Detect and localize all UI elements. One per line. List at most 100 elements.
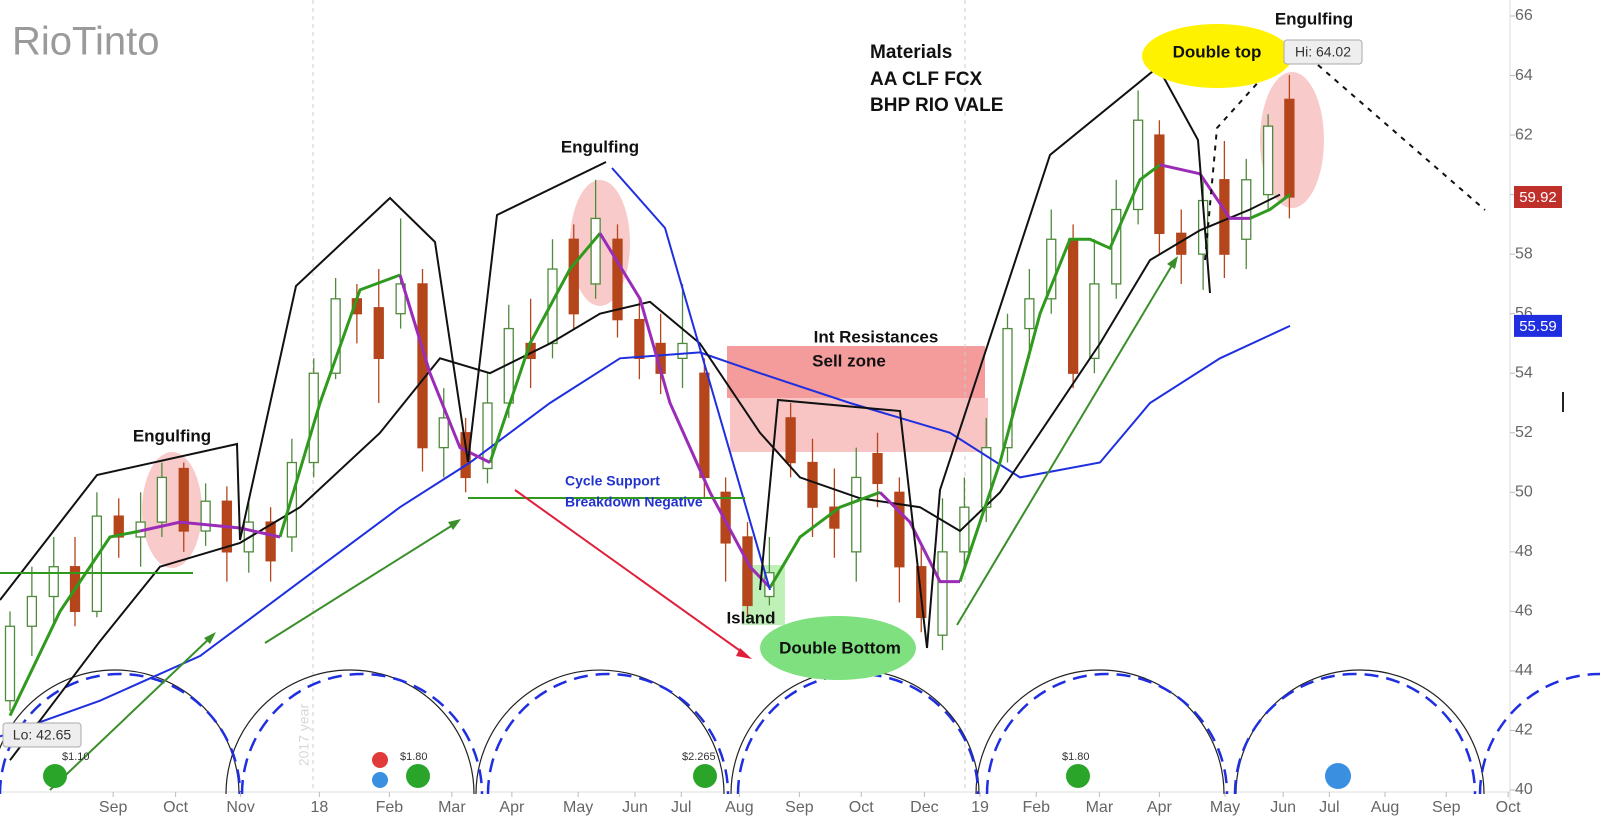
hi-label: Hi: 64.02 (1295, 44, 1351, 60)
plot (0, 74, 1295, 761)
x-tick-label: May (1210, 799, 1240, 816)
drawings (0, 57, 1486, 791)
x-tick-label: Sep (785, 799, 814, 816)
x-tick-label: Jul (671, 799, 691, 816)
lo-label: Lo: 42.65 (13, 727, 72, 743)
candle-body (872, 452, 883, 485)
candle-body (438, 417, 449, 449)
candle-body (178, 467, 189, 532)
annotation: Engulfing (561, 137, 639, 156)
candle-body (1067, 238, 1079, 374)
trend-hull (926, 65, 1211, 649)
candle-body (4, 625, 16, 702)
candle-body (26, 595, 38, 627)
info-icon[interactable] (372, 772, 388, 788)
x-tick-label: Apr (499, 799, 525, 816)
arrow-head (736, 648, 752, 659)
sell-zone (727, 346, 985, 398)
moving-average (139, 163, 1250, 589)
arrow (49, 635, 213, 791)
moving-average (9, 193, 1281, 761)
dividend-label: $1.10 (62, 751, 90, 763)
x-tick-label: 19 (971, 799, 989, 816)
highlight (142, 452, 202, 568)
candle-body (417, 283, 428, 449)
trend-hull (611, 167, 771, 591)
candle-body (1284, 98, 1295, 198)
annotation: Int Resistances (814, 327, 939, 346)
candle-body (1111, 208, 1122, 285)
y-tick-label: 66 (1515, 7, 1533, 24)
candle-body (785, 417, 796, 464)
cycle-arc (475, 669, 725, 795)
x-tick-label: Feb (376, 799, 404, 816)
annotation: Breakdown Negative (565, 494, 703, 510)
y-tick-label: 42 (1515, 722, 1533, 739)
projection (1204, 57, 1281, 261)
annotation: Double top (1173, 42, 1262, 61)
candle-body (677, 342, 688, 359)
dividend-label: $1.80 (400, 751, 428, 763)
candle-body (460, 432, 471, 479)
cycle-arc (486, 672, 730, 795)
last-price-box (1514, 185, 1562, 208)
candle-body (1089, 283, 1100, 359)
y-tick-label: 48 (1515, 543, 1533, 560)
trend-hull (239, 196, 469, 541)
x-tick-label: Aug (1371, 799, 1399, 816)
candle-body (1132, 119, 1144, 211)
projection (1317, 64, 1486, 211)
trend-hull (467, 161, 607, 463)
dividend-label: $1.80 (1062, 751, 1090, 763)
y-tick-label: 50 (1515, 484, 1533, 501)
candle-body (568, 238, 579, 315)
candle-body (373, 307, 384, 359)
double-top-marker (1142, 24, 1292, 88)
y-tick-label: 58 (1515, 245, 1533, 262)
y-tick-label: 64 (1515, 67, 1533, 84)
candle-body (1262, 125, 1274, 196)
candle-body (699, 372, 710, 479)
dividend-icon[interactable] (43, 764, 67, 788)
x-tick-label: Jun (1270, 799, 1296, 816)
moving-average (0, 324, 1291, 738)
x-tick-label: Dec (910, 799, 938, 816)
annotation: Materials (870, 42, 952, 63)
y-tick-label: 46 (1515, 603, 1533, 620)
last-price-label: 59.92 (1519, 189, 1557, 206)
events: $1.10 $1.80 $2.265 $1.80 (43, 751, 1351, 789)
candle-body (156, 476, 168, 523)
cycle-arc (975, 669, 1225, 795)
candle-body (48, 566, 59, 598)
cycle-arc (1478, 672, 1600, 795)
dividend-icon[interactable] (1066, 764, 1090, 788)
earnings-icon[interactable] (372, 752, 388, 768)
ma-price-label: 55.59 (1519, 318, 1557, 335)
x-tick-label: May (563, 799, 593, 816)
x-tick-label: 18 (310, 799, 328, 816)
y-tick-label: 62 (1515, 126, 1533, 143)
candle-body (1154, 134, 1165, 234)
arrow-head (1167, 256, 1178, 269)
hi-box (1283, 39, 1363, 65)
dividend-icon[interactable] (406, 764, 430, 788)
info-icon[interactable] (1325, 763, 1351, 789)
candle-body (113, 515, 124, 538)
arrow (956, 261, 1175, 626)
candle-body (547, 268, 558, 345)
arrow-head (448, 519, 461, 530)
watermark: 2017 year (296, 704, 312, 767)
candle-body (330, 298, 341, 374)
ma-price-box (1514, 314, 1562, 337)
cycle-arc (240, 672, 484, 795)
y-tick-label: 52 (1515, 424, 1533, 441)
x-tick-label: Oct (1496, 799, 1521, 816)
candle-body (634, 318, 645, 359)
arrow (514, 489, 747, 656)
double-bottom-marker (760, 616, 916, 680)
candle-body (395, 283, 406, 315)
x-tick-label: Apr (1147, 799, 1173, 816)
dividend-icon[interactable] (693, 764, 717, 788)
